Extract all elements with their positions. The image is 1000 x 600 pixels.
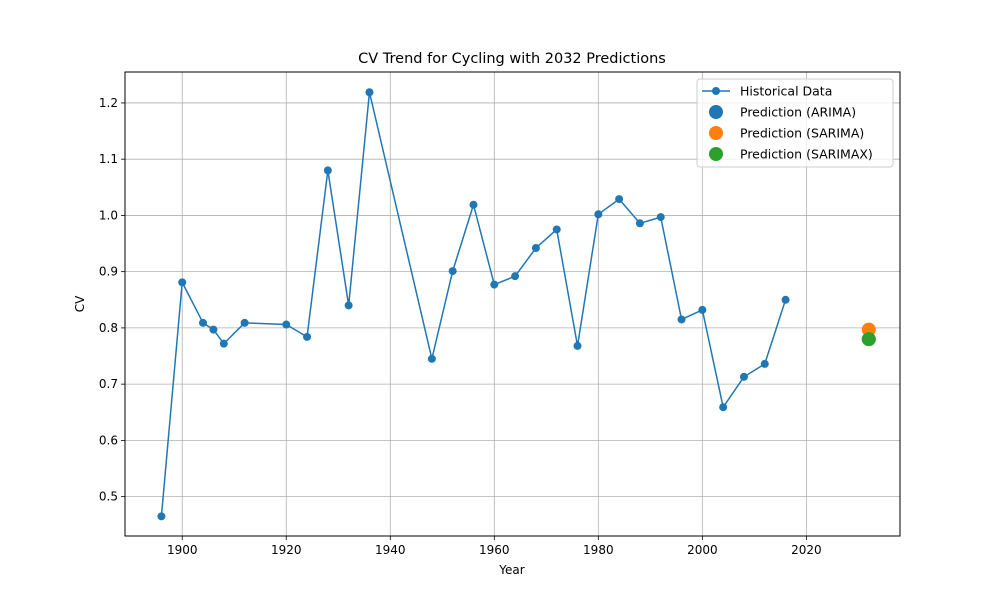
historical-data-point [594,210,603,219]
historical-data-point [511,272,520,281]
y-axis: 0.5 0.6 0.7 0.8 0.9 1.0 1.1 1.2 [99,96,125,504]
x-tick-label: 1900 [167,543,198,557]
legend-swatch-marker [712,87,720,95]
x-tick-label: 1940 [375,543,406,557]
x-tick-label: 1960 [479,543,510,557]
y-tick-label: 0.9 [99,265,118,279]
historical-data-point [448,267,457,276]
historical-data-point [344,301,353,310]
historical-data-point [635,219,644,228]
historical-data-point [656,213,665,222]
historical-data-point [199,318,208,327]
historical-data-point [490,280,499,289]
legend: Historical Data Prediction (ARIMA) Predict… [696,78,894,168]
historical-data-point [209,325,218,334]
historical-data-point [157,512,166,521]
plot-frame [124,71,901,537]
historical-data-point [303,332,312,341]
historical-data-point [240,318,249,327]
x-axis-label: Year [498,563,524,577]
y-tick-label: 1.2 [99,96,118,110]
x-tick-label: 2000 [687,543,718,557]
legend-swatch-marker [709,126,723,140]
historical-data-point [615,195,624,204]
historical-data-point [677,315,686,324]
series-layer [157,88,876,521]
y-axis-label: CV [73,295,87,312]
historical-data-point [323,166,332,175]
historical-data-point [469,200,478,209]
historical-data-point [178,278,187,287]
prediction-point-sarimax [861,332,876,347]
y-tick-label: 1.0 [99,208,118,222]
legend-box [696,78,894,168]
x-tick-label: 1980 [583,543,614,557]
x-axis: 1900 1920 1940 1960 1980 2000 2020 [167,536,822,557]
y-tick-label: 1.1 [99,152,118,166]
historical-data-point [719,403,728,412]
x-tick-label: 1920 [271,543,302,557]
legend-swatch-marker [709,105,723,119]
historical-data-point [552,225,561,234]
y-tick-label: 0.8 [99,321,118,335]
y-tick-label: 0.7 [99,377,118,391]
y-tick-label: 0.5 [99,490,118,504]
legend-label: Historical Data [740,84,832,99]
historical-data-point [739,372,748,381]
historical-data-point [573,341,582,350]
x-tick-label: 2020 [791,543,822,557]
historical-data-point [427,354,436,363]
legend-label: Prediction (ARIMA) [740,105,856,120]
legend-label: Prediction (SARIMAX) [740,147,873,162]
y-tick-label: 0.6 [99,433,118,447]
legend-label: Prediction (SARIMA) [740,126,864,141]
historical-data-point [781,295,790,304]
historical-data-point [219,339,228,348]
historical-data-point [531,244,540,253]
historical-data-point [698,305,707,314]
legend-swatch-marker [709,147,723,161]
chart-title: CV Trend for Cycling with 2032 Predictio… [358,51,666,67]
historical-data-point [365,88,374,97]
historical-data-point [282,320,291,329]
historical-data-point [760,359,769,368]
